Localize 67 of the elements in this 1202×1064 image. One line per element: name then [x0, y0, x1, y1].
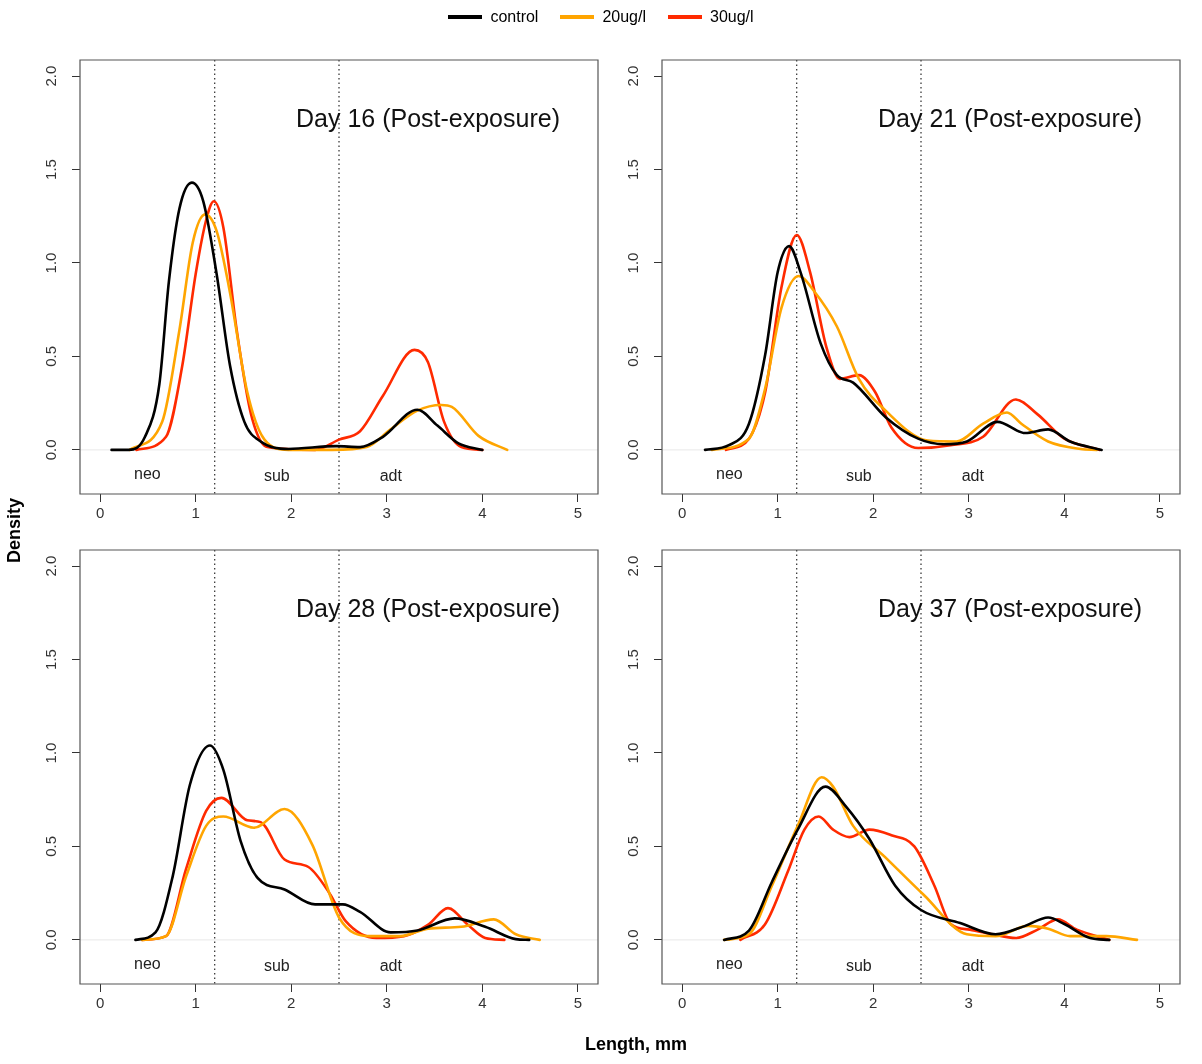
annotation: neo	[715, 954, 743, 972]
x-tick-label: 2	[287, 504, 296, 522]
x-tick-label: 3	[964, 504, 973, 522]
x-tick-label: 2	[869, 504, 878, 522]
annotation: neo	[133, 464, 161, 482]
annotation: sub	[263, 466, 290, 484]
annotation: adt	[379, 466, 403, 484]
y-tick-label: 1.5	[42, 159, 60, 180]
x-axis-title: Length, mm	[585, 1034, 687, 1055]
x-tick-label: 5	[573, 994, 583, 1012]
annotation: sub	[263, 956, 290, 974]
legend-label: 20ug/l	[602, 8, 647, 26]
x-tick-label: 0	[677, 994, 687, 1012]
y-tick-label: 1.5	[42, 649, 60, 670]
y-tick-label: 1.0	[624, 742, 642, 764]
x-tick-label: 0	[95, 504, 105, 522]
annotation: adt	[961, 956, 985, 974]
y-tick-label: 2.0	[624, 65, 642, 87]
x-tick-label: 1	[773, 504, 782, 522]
legend-label: 30ug/l	[710, 8, 754, 26]
y-tick-label: 2.0	[42, 65, 60, 87]
x-tick-label: 0	[677, 504, 687, 522]
x-tick-label: 2	[869, 994, 878, 1012]
x-tick-label: 5	[1155, 994, 1165, 1012]
y-tick-label: 0.5	[42, 836, 60, 857]
annotation: adt	[961, 466, 985, 484]
y-tick-label: 0.0	[624, 439, 642, 461]
y-tick-label: 0.0	[42, 929, 60, 951]
line-series	[710, 274, 1099, 452]
annotation: neo	[133, 954, 161, 972]
x-tick-label: 3	[964, 994, 973, 1012]
annotation: sub	[845, 956, 872, 974]
y-axis-title: Density	[3, 497, 25, 563]
x-tick-label: 1	[191, 994, 200, 1012]
text: Day 37 (Post-exposure)	[877, 593, 1142, 622]
x-tick-label: 4	[478, 994, 487, 1012]
y-tick-label: 0.5	[624, 346, 642, 367]
y-tick-label: 0.5	[42, 346, 60, 367]
text: Day 16 (Post-exposure)	[295, 103, 560, 132]
legend-label: control	[490, 8, 539, 26]
x-tick-label: 5	[573, 504, 583, 522]
x-tick-label: 0	[95, 994, 105, 1012]
x-tick-label: 5	[1155, 504, 1165, 522]
y-tick-label: 1.5	[624, 159, 642, 180]
x-tick-label: 4	[1060, 504, 1069, 522]
x-tick-label: 3	[382, 994, 391, 1012]
text: Day 28 (Post-exposure)	[295, 593, 560, 622]
x-tick-label: 1	[191, 504, 200, 522]
annotation: sub	[845, 466, 872, 484]
y-tick-label: 0.0	[42, 439, 60, 461]
y-tick-label: 2.0	[42, 555, 60, 577]
x-tick-label: 1	[773, 994, 782, 1012]
y-tick-label: 1.0	[42, 742, 60, 764]
y-tick-label: 0.5	[624, 836, 642, 857]
x-tick-label: 4	[1060, 994, 1069, 1012]
y-tick-label: 1.0	[42, 252, 60, 274]
x-tick-label: 4	[478, 504, 487, 522]
y-tick-label: 1.0	[624, 252, 642, 274]
annotation: neo	[715, 464, 743, 482]
x-tick-label: 2	[287, 994, 296, 1012]
y-tick-label: 1.5	[624, 649, 642, 670]
text: Day 21 (Post-exposure)	[877, 103, 1142, 132]
annotation: adt	[379, 956, 403, 974]
line-series	[140, 807, 541, 942]
y-tick-label: 0.0	[624, 929, 642, 951]
y-tick-label: 2.0	[624, 555, 642, 577]
x-tick-label: 3	[382, 504, 391, 522]
